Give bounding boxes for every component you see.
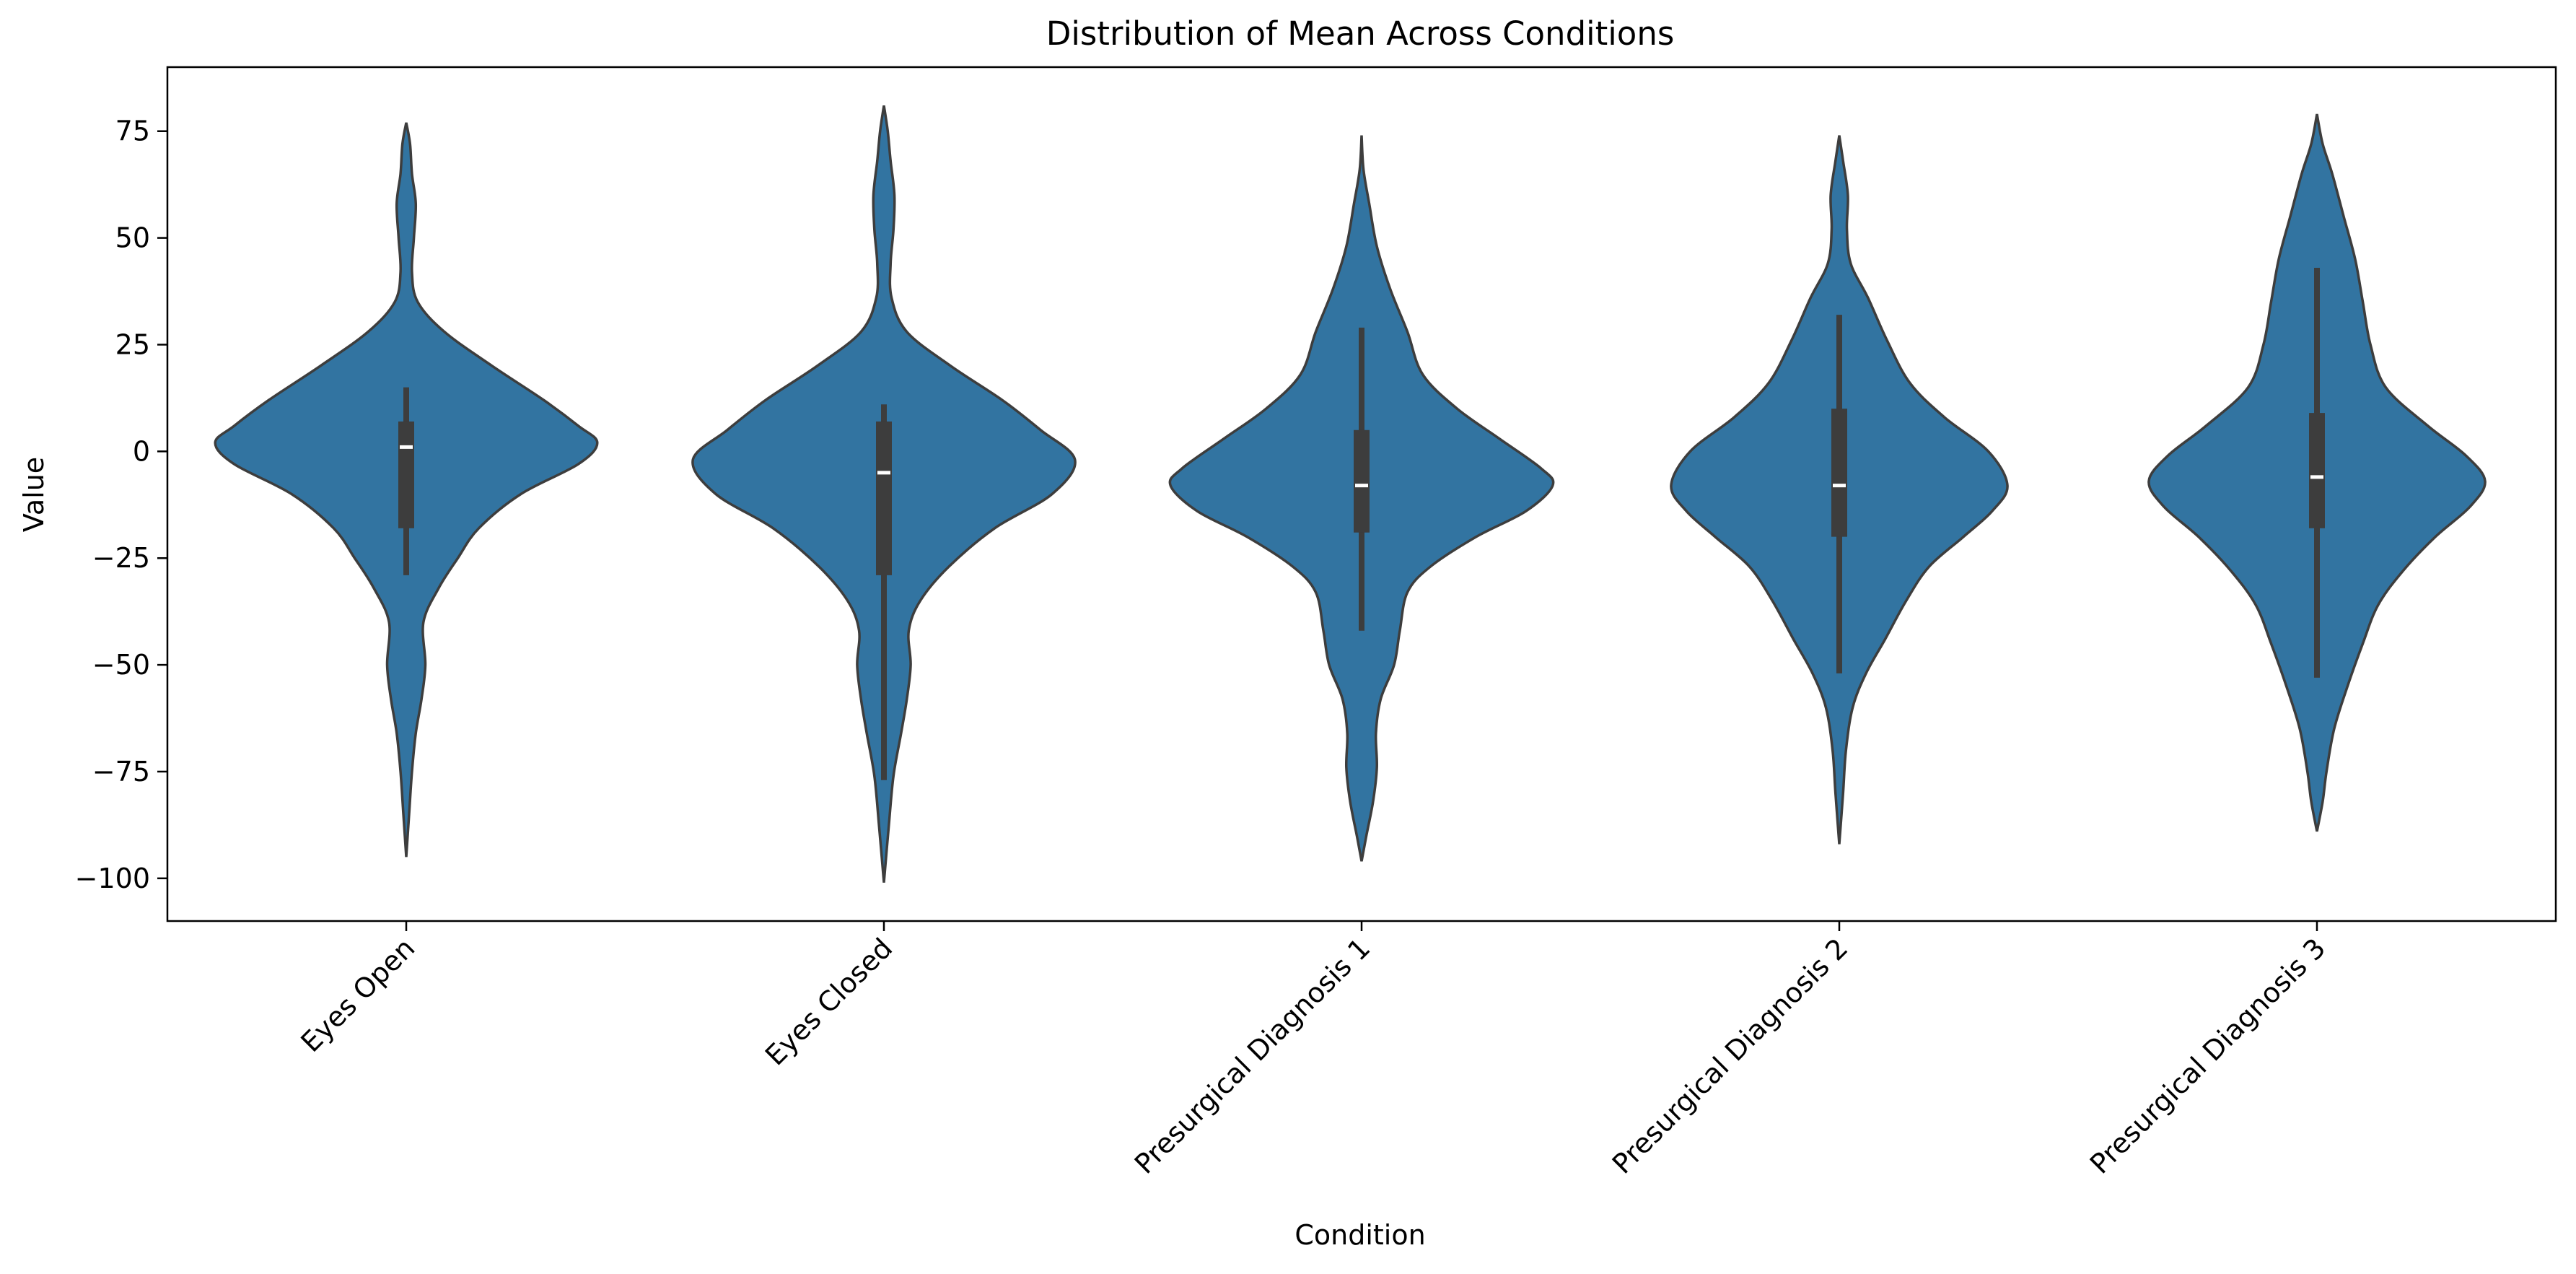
iqr-box-1 <box>398 421 414 528</box>
y-axis: 75 50 25 0 −25 −50 −75 −100 <box>75 115 167 894</box>
y-tick-label: −100 <box>75 863 150 894</box>
y-tick-label: 50 <box>115 222 150 254</box>
y-tick-label: 75 <box>115 115 150 147</box>
iqr-box-5 <box>2309 413 2325 528</box>
y-tick-label: −50 <box>92 649 150 681</box>
y-tick-label: −75 <box>92 756 150 787</box>
iqr-box-4 <box>1831 409 1847 537</box>
chart-title: Distribution of Mean Across Conditions <box>1046 14 1675 53</box>
x-axis-label: Condition <box>1294 1219 1425 1251</box>
y-tick-label: 25 <box>115 328 150 360</box>
iqr-box-2 <box>876 421 892 575</box>
y-tick-label: −25 <box>92 542 150 574</box>
iqr-box-3 <box>1354 429 1370 533</box>
boxes-layer <box>398 268 2325 780</box>
y-tick-label: 0 <box>133 435 150 467</box>
y-axis-label: Value <box>18 457 50 532</box>
